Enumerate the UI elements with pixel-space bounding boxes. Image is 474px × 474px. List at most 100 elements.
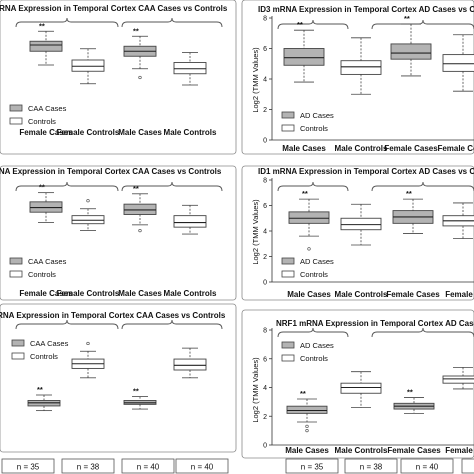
legend-label: Controls <box>30 352 58 361</box>
comparison-brace <box>371 19 474 30</box>
legend: CAA Cases Controls <box>9 104 67 126</box>
panel-frame <box>241 0 474 155</box>
legend-label: Controls <box>300 124 328 133</box>
legend-label: CAA Cases <box>30 339 69 348</box>
significance-marker: ** <box>133 26 139 35</box>
legend-swatch <box>9 104 23 112</box>
y-tick-label: 6 <box>263 203 267 210</box>
y-tick-label: 0 <box>263 280 267 287</box>
iqr-box <box>71 215 105 225</box>
category-label: Female C <box>445 290 474 299</box>
significance-marker: ** <box>133 184 139 193</box>
y-tick-label: 4 <box>263 229 267 236</box>
sample-size-frame <box>400 458 454 474</box>
sample-size-label: n = 35 <box>17 463 40 472</box>
iqr-box <box>442 54 474 72</box>
significance-marker: ** <box>39 183 45 192</box>
sample-size-frame <box>344 458 398 474</box>
iqr-box <box>288 211 330 224</box>
category-label: Female Cases <box>386 290 440 299</box>
category-label: Female C <box>445 446 474 455</box>
chart-panel-3: mRNA Expression in Temporal Cortex CAA C… <box>0 165 237 301</box>
y-axis-label: Log2 (TMM Values) <box>251 199 260 265</box>
iqr-box <box>286 405 328 414</box>
iqr-box <box>390 43 432 60</box>
sample-size-label: n = 40 <box>416 463 439 472</box>
category-label: Female Cases <box>19 289 73 298</box>
y-axis-label: Log2 (TMM Values) <box>251 47 260 113</box>
comparison-brace <box>371 327 474 338</box>
box-4-control <box>173 52 207 86</box>
category-label: Female Cases <box>19 128 73 137</box>
category-label: Male Controls <box>335 446 388 455</box>
iqr-box <box>123 203 157 215</box>
iqr-box <box>442 375 474 384</box>
chart-title: mRNA Expression in Temporal Cortex CAA C… <box>0 4 228 13</box>
comparison-brace <box>277 327 349 338</box>
y-tick-label: 0 <box>263 443 267 450</box>
box-2-control <box>340 371 382 409</box>
comparison-brace <box>121 319 223 330</box>
sample-size-frame <box>121 458 175 474</box>
sample-size-row: n = 35 n = 38 n = 40 n = 40 n = 35 n = 38 n = … <box>1 458 474 474</box>
comparison-brace <box>15 17 119 28</box>
sample-size-label: n = 40 <box>137 463 160 472</box>
legend-label: Controls <box>28 117 56 126</box>
legend-swatch <box>281 354 295 362</box>
category-label: Male Controls <box>164 128 217 137</box>
panel-frame <box>0 165 237 301</box>
box-3-case: ** <box>123 184 157 233</box>
iqr-box <box>340 60 382 75</box>
legend-label: Controls <box>300 354 328 363</box>
legend-swatch <box>281 270 295 278</box>
iqr-box <box>71 59 105 72</box>
category-label: Female Contr <box>437 144 474 153</box>
category-label: Male Controls <box>164 289 217 298</box>
category-label: Female Controls <box>57 128 120 137</box>
significance-marker: ** <box>297 20 303 29</box>
box-2-control <box>340 203 382 246</box>
category-label: Female Cases <box>387 446 441 455</box>
sample-size-box: n = 38 <box>344 458 398 474</box>
box-1-case: ** <box>288 189 330 251</box>
box-1-case: ** <box>29 21 63 66</box>
sample-size-label: n = 38 <box>77 463 100 472</box>
box-3-case: ** <box>393 388 435 414</box>
legend-label: CAA Cases <box>28 257 67 266</box>
significance-marker: ** <box>37 385 43 394</box>
panel-frame <box>241 165 474 301</box>
legend: AD Cases Controls <box>281 257 334 279</box>
legend-swatch <box>281 257 295 265</box>
significance-marker: ** <box>406 189 412 198</box>
legend-label: AD Cases <box>300 111 334 120</box>
significance-marker: ** <box>133 387 139 396</box>
panel-frame <box>241 309 474 459</box>
iqr-box <box>173 215 207 228</box>
iqr-box <box>29 40 63 52</box>
category-label: Male Cases <box>285 446 329 455</box>
legend-swatch <box>281 111 295 119</box>
chart-panel-6: NRF1 mRNA Expression in Temporal Cortex … <box>241 309 474 459</box>
comparison-brace <box>121 181 223 192</box>
box-1-case: ** <box>29 183 63 223</box>
sample-size-frame <box>1 458 55 474</box>
category-label: Female Cases <box>384 144 438 153</box>
legend-label: CAA Cases <box>28 104 67 113</box>
box-2-control <box>71 199 105 232</box>
y-tick-label: 8 <box>263 178 267 185</box>
iqr-box <box>29 201 63 213</box>
comparison-brace <box>371 181 474 192</box>
category-label: Female Controls <box>57 289 120 298</box>
y-tick-label: 8 <box>263 16 267 23</box>
chart-title: ID1 mRNA Expression in Temporal Cortex A… <box>258 167 474 176</box>
outlier-point <box>86 199 90 203</box>
box-4-control <box>442 34 474 92</box>
iqr-box <box>283 48 325 66</box>
legend-swatch <box>281 124 295 132</box>
sample-size-frame <box>285 458 339 474</box>
comparison-brace <box>277 19 349 30</box>
legend-swatch <box>9 270 23 278</box>
outlier-point <box>305 424 309 428</box>
category-label: Male Controls <box>335 290 388 299</box>
